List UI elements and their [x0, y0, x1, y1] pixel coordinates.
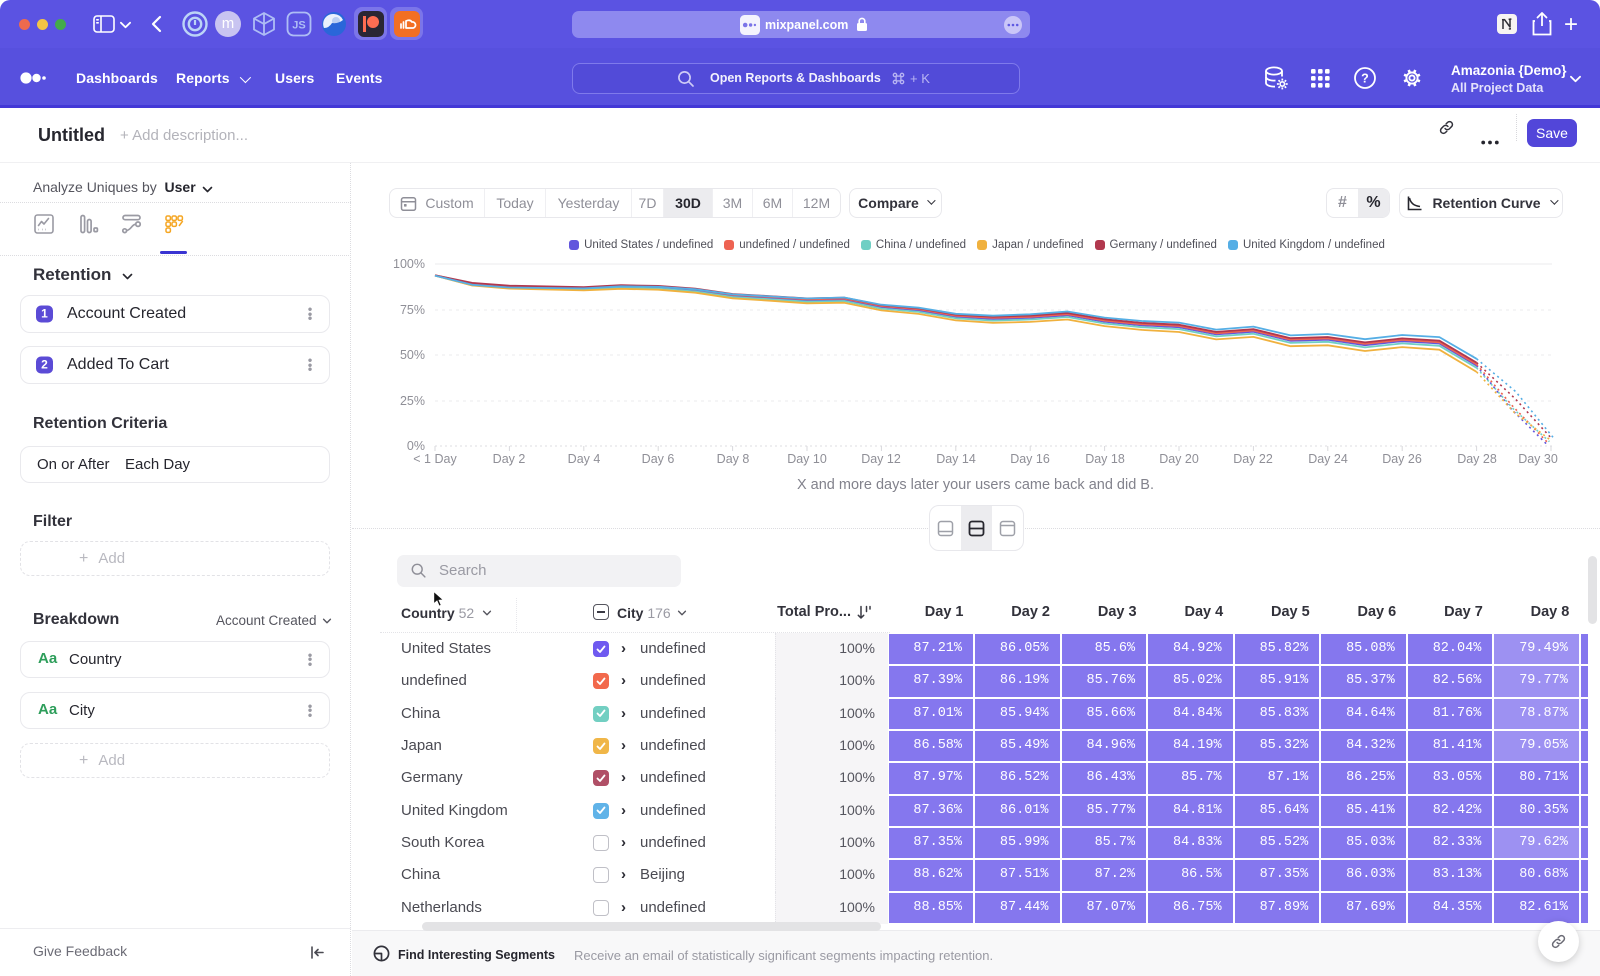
svg-text:Day 10: Day 10: [787, 452, 827, 466]
svg-text:Day 12: Day 12: [861, 452, 901, 466]
svg-text:JS: JS: [292, 20, 305, 32]
svg-text:Day 6: Day 6: [642, 452, 675, 466]
svg-text:75%: 75%: [400, 303, 425, 317]
svg-text:Day 8: Day 8: [717, 452, 750, 466]
svg-text:50%: 50%: [400, 348, 425, 362]
svg-text:Day 26: Day 26: [1382, 452, 1422, 466]
svg-text:Day 2: Day 2: [493, 452, 526, 466]
svg-text:0%: 0%: [407, 439, 425, 453]
svg-text:Day 16: Day 16: [1010, 452, 1050, 466]
svg-text:Day 4: Day 4: [568, 452, 601, 466]
svg-text:?: ?: [1361, 71, 1369, 85]
svg-text:25%: 25%: [400, 394, 425, 408]
svg-text:Day 20: Day 20: [1159, 452, 1199, 466]
svg-text:Day 14: Day 14: [936, 452, 976, 466]
svg-text:Day 18: Day 18: [1085, 452, 1125, 466]
svg-text:Day 28: Day 28: [1457, 452, 1497, 466]
svg-text:Day 30: Day 30: [1518, 452, 1558, 466]
svg-text:100%: 100%: [393, 257, 425, 271]
svg-text:< 1 Day: < 1 Day: [413, 452, 457, 466]
svg-text:Day 22: Day 22: [1233, 452, 1273, 466]
svg-text:Day 24: Day 24: [1308, 452, 1348, 466]
